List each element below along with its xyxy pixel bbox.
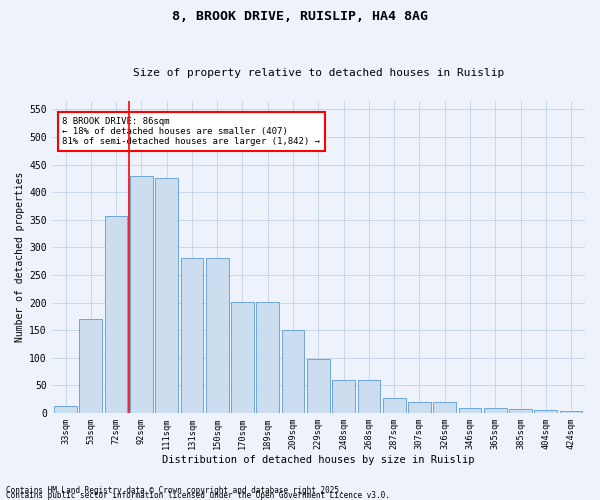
Bar	[383, 398, 406, 413]
Bar	[155, 178, 178, 413]
Bar	[181, 258, 203, 413]
Bar	[256, 302, 279, 413]
Bar	[535, 410, 557, 413]
Bar	[231, 302, 254, 413]
Bar	[307, 359, 330, 413]
Text: Contains public sector information licensed under the Open Government Licence v3: Contains public sector information licen…	[6, 491, 390, 500]
Bar	[458, 408, 481, 413]
Bar	[130, 176, 153, 413]
Bar	[484, 408, 506, 413]
Bar	[206, 258, 229, 413]
Bar	[358, 380, 380, 413]
Bar	[105, 216, 127, 413]
Title: Size of property relative to detached houses in Ruislip: Size of property relative to detached ho…	[133, 68, 504, 78]
Bar	[560, 411, 583, 413]
Text: Contains HM Land Registry data © Crown copyright and database right 2025.: Contains HM Land Registry data © Crown c…	[6, 486, 344, 495]
Bar	[281, 330, 304, 413]
Text: 8 BROOK DRIVE: 86sqm
← 18% of detached houses are smaller (407)
81% of semi-deta: 8 BROOK DRIVE: 86sqm ← 18% of detached h…	[62, 116, 320, 146]
X-axis label: Distribution of detached houses by size in Ruislip: Distribution of detached houses by size …	[162, 455, 475, 465]
Bar	[509, 409, 532, 413]
Bar	[332, 380, 355, 413]
Bar	[408, 402, 431, 413]
Bar	[433, 402, 456, 413]
Y-axis label: Number of detached properties: Number of detached properties	[15, 172, 25, 342]
Bar	[54, 406, 77, 413]
Bar	[79, 319, 102, 413]
Text: 8, BROOK DRIVE, RUISLIP, HA4 8AG: 8, BROOK DRIVE, RUISLIP, HA4 8AG	[172, 10, 428, 23]
